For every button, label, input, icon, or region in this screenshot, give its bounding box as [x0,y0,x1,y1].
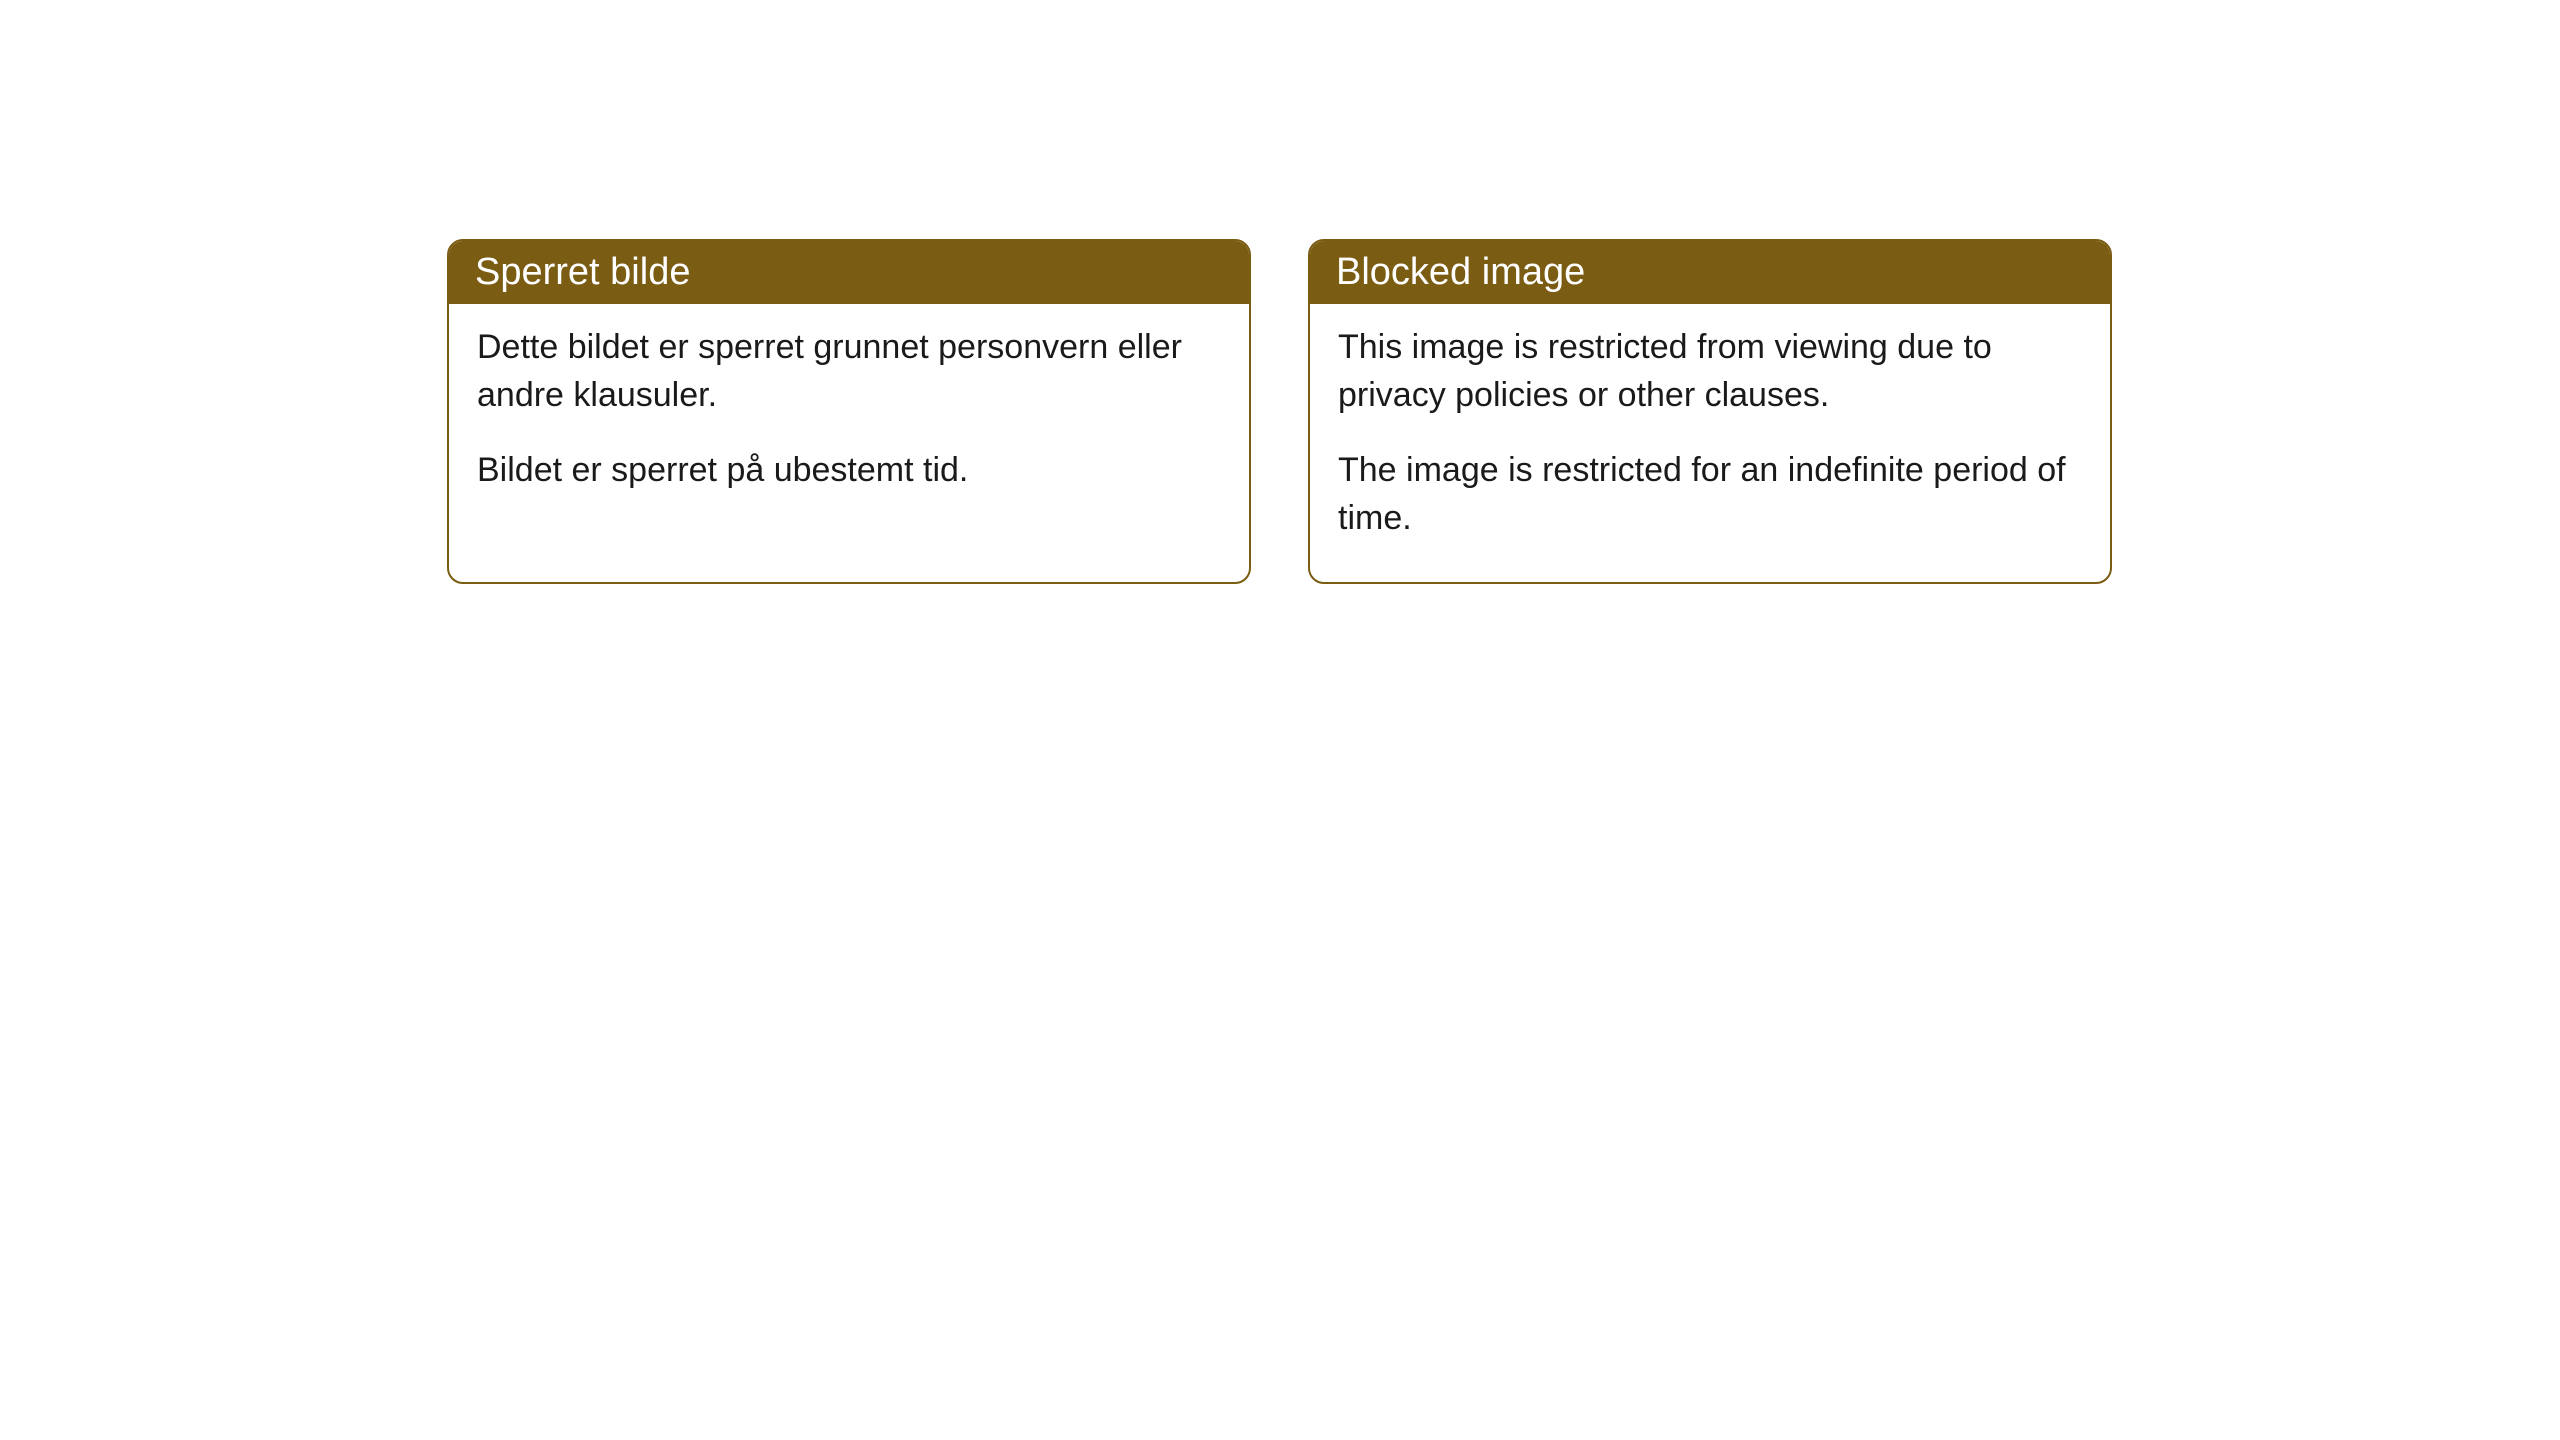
card-title: Blocked image [1336,251,1585,293]
card-header-norwegian: Sperret bilde [449,241,1249,304]
card-title: Sperret bilde [475,251,690,293]
notice-cards-container: Sperret bilde Dette bildet er sperret gr… [447,239,2112,584]
card-paragraph-1: This image is restricted from viewing du… [1338,324,2082,419]
card-paragraph-1: Dette bildet er sperret grunnet personve… [477,324,1221,419]
card-header-english: Blocked image [1310,241,2110,304]
notice-card-norwegian: Sperret bilde Dette bildet er sperret gr… [447,239,1251,584]
card-paragraph-2: The image is restricted for an indefinit… [1338,447,2082,542]
notice-card-english: Blocked image This image is restricted f… [1308,239,2112,584]
card-body-english: This image is restricted from viewing du… [1310,304,2110,582]
card-body-norwegian: Dette bildet er sperret grunnet personve… [449,304,1249,535]
card-paragraph-2: Bildet er sperret på ubestemt tid. [477,447,1221,495]
